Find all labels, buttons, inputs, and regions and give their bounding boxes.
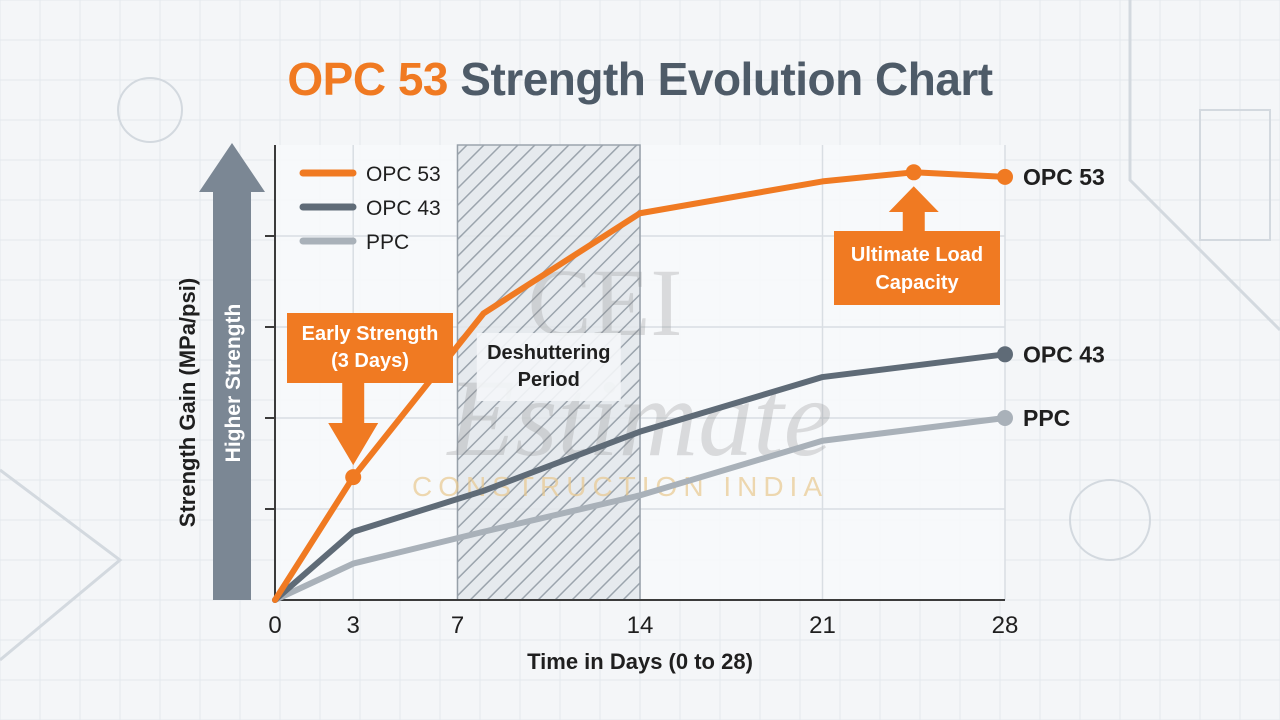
legend-label: OPC 53 (366, 163, 441, 186)
early-strength-box (287, 313, 453, 383)
bg-sketch-room (1199, 109, 1271, 241)
bg-sketch-wall (1128, 0, 1280, 332)
ultimate-load-label: Ultimate Load (851, 244, 983, 266)
title-accent: OPC 53 (287, 53, 449, 105)
legend-label: OPC 43 (366, 197, 441, 220)
x-tick-label: 7 (451, 612, 464, 639)
watermark-sub: CONSTRUCTION INDIA (412, 471, 828, 502)
chart-title: OPC 53 Strength Evolution Chart (0, 52, 1280, 106)
band-label-line: Deshuttering (487, 342, 610, 364)
y-axis-title: Strength Gain (MPa/psi) (175, 278, 200, 527)
data-point-marker (997, 410, 1013, 426)
higher-strength-arrow (199, 143, 265, 600)
series-end-label: PPC (1023, 405, 1070, 431)
ultimate-load-arrow (888, 186, 939, 231)
bg-sketch-circle (117, 77, 183, 143)
data-point-marker (905, 164, 922, 181)
ultimate-load-label: Capacity (875, 272, 959, 294)
x-axis-title: Time in Days (0 to 28) (527, 649, 753, 674)
higher-strength-label: Higher Strength (222, 304, 245, 463)
title-rest: Strength Evolution Chart (460, 53, 993, 105)
legend-label: PPC (366, 231, 409, 254)
data-point-marker (997, 346, 1013, 363)
series-end-label: OPC 53 (1023, 164, 1105, 190)
early-strength-label: (3 Days) (331, 350, 409, 372)
x-tick-label: 21 (809, 612, 836, 639)
early-strength-label: Early Strength (302, 323, 439, 345)
x-tick-label: 3 (347, 612, 360, 639)
band-label-line: Period (518, 369, 580, 391)
series-end-label: OPC 43 (1023, 341, 1105, 367)
ultimate-load-box (834, 231, 1000, 305)
x-tick-label: 28 (992, 612, 1019, 639)
data-point-marker (997, 168, 1013, 185)
x-tick-label: 0 (268, 612, 281, 639)
series-line-ppc (272, 415, 1008, 603)
series-line-opc-43 (272, 351, 1008, 603)
bg-sketch-circle (1069, 479, 1151, 561)
early-strength-arrow (328, 383, 379, 466)
data-point-marker (345, 469, 362, 486)
x-tick-label: 14 (627, 612, 654, 639)
bg-sketch-wall (0, 468, 123, 662)
band-label-bg (476, 333, 621, 401)
